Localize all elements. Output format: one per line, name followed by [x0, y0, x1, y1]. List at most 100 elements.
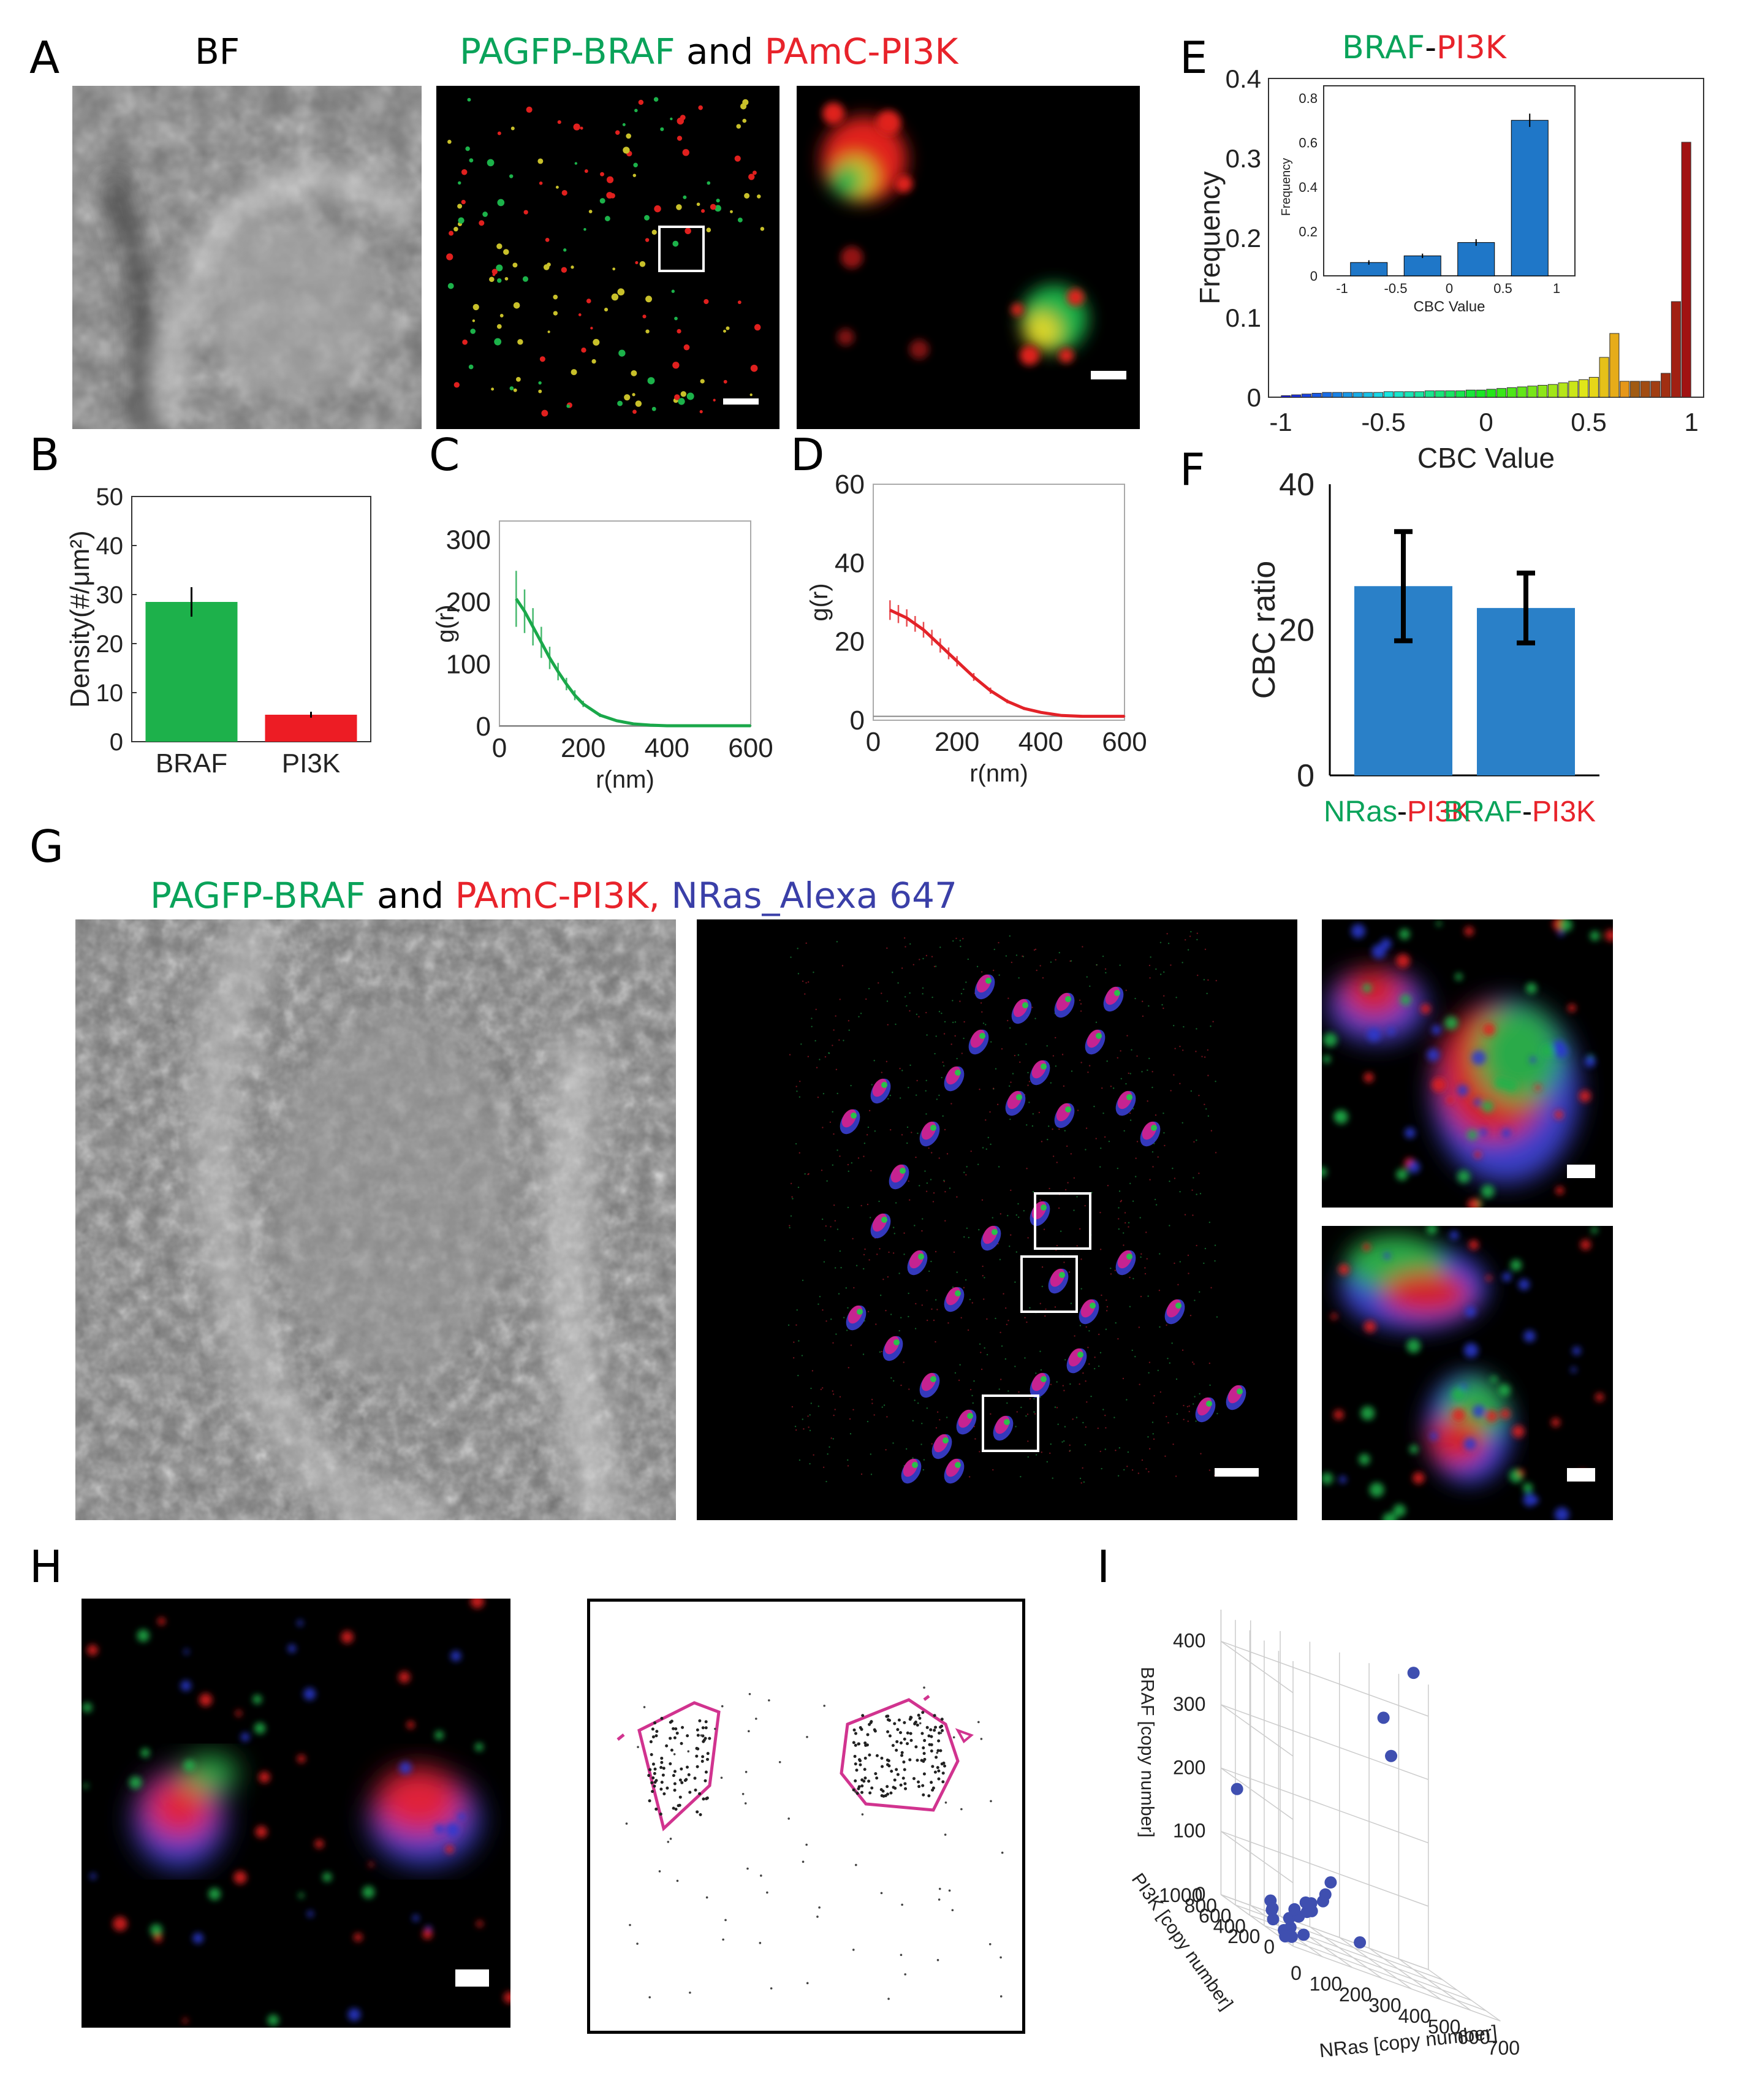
grid-line: [1278, 1935, 1487, 2012]
spot: [1099, 1249, 1102, 1250]
spot: [1518, 1279, 1530, 1290]
spot: [1446, 1097, 1454, 1104]
spot: [1110, 1086, 1112, 1087]
spot: [1199, 1291, 1200, 1293]
spot: [1082, 1372, 1084, 1374]
spot: [1216, 1316, 1218, 1318]
point: [960, 1808, 963, 1811]
spot: [885, 1309, 887, 1312]
spot: [713, 398, 716, 401]
spot: [1196, 1244, 1197, 1247]
spot: [886, 947, 888, 949]
spot: [1068, 1271, 1071, 1273]
point: [890, 1770, 893, 1773]
spot: [1208, 1362, 1211, 1364]
point: [901, 1903, 903, 1906]
spot: [457, 1813, 465, 1821]
spot: [1015, 1426, 1017, 1428]
spot: [1080, 1003, 1082, 1005]
spot: [1167, 942, 1170, 945]
spot: [956, 1057, 958, 1060]
spot: [757, 194, 761, 199]
spot: [1198, 1173, 1200, 1174]
point: [922, 1793, 925, 1797]
spot: [981, 1199, 984, 1201]
spot: [838, 1039, 840, 1041]
spot: [1155, 1204, 1158, 1206]
spot: [979, 1451, 980, 1453]
grid-line: [1221, 1640, 1429, 1717]
point: [923, 1686, 925, 1689]
point: [818, 1906, 821, 1909]
inset-x-axis-label: CBC Value: [1414, 299, 1485, 315]
spot: [1530, 1056, 1536, 1063]
spot: [935, 1250, 937, 1253]
spot: [892, 1380, 895, 1382]
spot: [1371, 944, 1386, 959]
g-title-pi3k: PAmC-PI3K,: [455, 875, 660, 916]
spot: [1015, 1251, 1018, 1253]
spot: [921, 1230, 923, 1232]
e-title-braf: BRAF: [1342, 29, 1425, 66]
histogram-bar: [1455, 390, 1466, 398]
spot: [670, 117, 673, 121]
spot: [736, 124, 742, 129]
spot: [853, 1287, 855, 1289]
point: [648, 1768, 652, 1771]
spot: [1554, 1110, 1564, 1120]
point: [653, 1767, 657, 1771]
spot: [1568, 1003, 1576, 1012]
x-tick-label: 400: [1398, 2005, 1431, 2027]
spot: [833, 1029, 835, 1031]
spot: [845, 1287, 848, 1289]
grid-line: [1309, 1926, 1383, 1979]
spot: [911, 1132, 912, 1133]
scale-bar-g: [1215, 1468, 1259, 1477]
spot: [1005, 1307, 1007, 1309]
spot: [1199, 1393, 1200, 1395]
category-label-part: -: [1522, 796, 1532, 828]
spot: [836, 1149, 838, 1151]
spot: [1214, 1260, 1216, 1262]
spot: [468, 364, 474, 370]
histogram-bar: [1640, 381, 1650, 398]
spot: [807, 1056, 810, 1057]
g-title-nras: NRas_Alexa 647: [659, 875, 957, 916]
bar-pi3k: [265, 715, 357, 742]
spot: [412, 1914, 419, 1922]
point: [999, 1995, 1003, 1998]
spot: [555, 186, 559, 189]
spot: [1089, 985, 1091, 987]
spot: [653, 97, 659, 102]
spot: [1042, 977, 1044, 979]
spot: [890, 1377, 892, 1379]
spot: [479, 220, 485, 226]
spot: [795, 1324, 797, 1326]
spot: [509, 174, 514, 178]
spot: [1095, 1021, 1098, 1024]
spot: [1052, 1128, 1053, 1130]
title-part-pi3k: PAmC-PI3K: [764, 31, 958, 72]
spot: [674, 394, 680, 400]
spot: [1041, 1141, 1043, 1143]
spot: [1154, 1198, 1156, 1201]
spot: [824, 1239, 826, 1241]
zoom-box-2: [1020, 1255, 1078, 1313]
spot: [674, 316, 678, 321]
grid-line: [1339, 1937, 1412, 1990]
scale-bar: [723, 398, 759, 405]
spot: [1200, 1453, 1202, 1455]
spot: [829, 1121, 832, 1123]
spot: [901, 967, 903, 969]
point: [806, 1736, 808, 1738]
spot: [798, 1340, 800, 1342]
data-point: [1319, 1888, 1332, 1901]
spot: [933, 1192, 935, 1194]
spot: [1007, 1390, 1009, 1392]
z-tick-label: 100: [1173, 1820, 1205, 1842]
spot: [946, 1153, 949, 1155]
spot: [1322, 1166, 1327, 1177]
spot: [832, 1393, 835, 1395]
spot: [1141, 1071, 1143, 1073]
